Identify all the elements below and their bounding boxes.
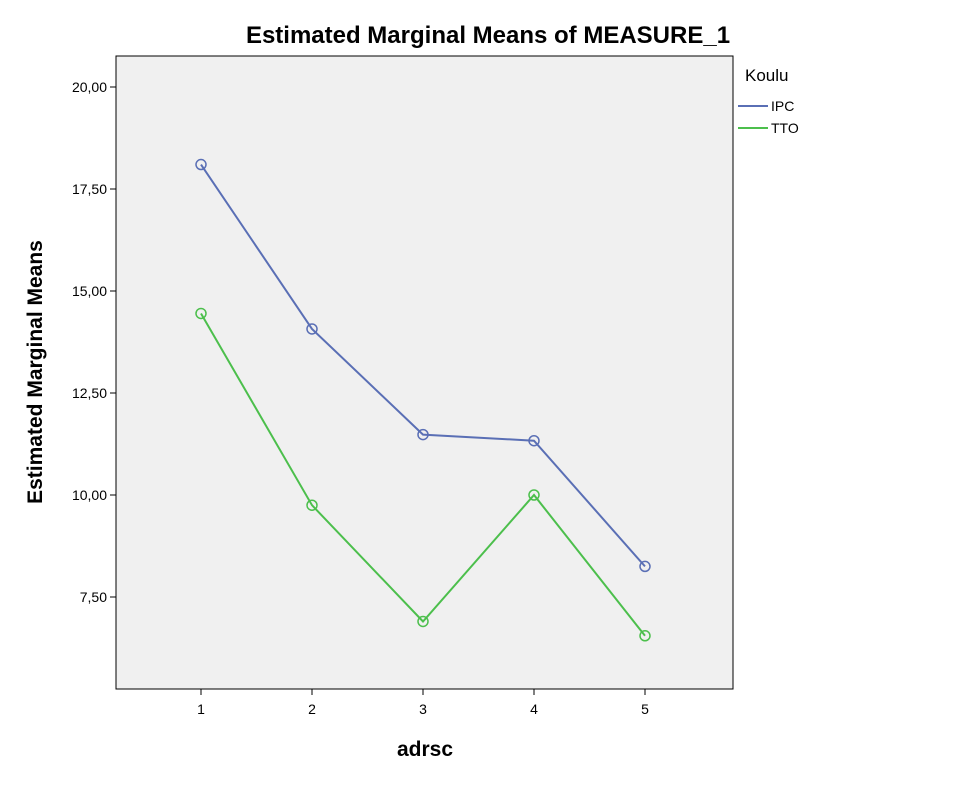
y-tick-label: 12,50 xyxy=(72,385,107,401)
legend-label-ipc: IPC xyxy=(771,98,794,114)
x-tick-label: 2 xyxy=(308,701,316,717)
y-tick-label: 20,00 xyxy=(72,79,107,95)
data-point-tto xyxy=(528,489,540,501)
data-point-ipc xyxy=(528,434,540,447)
series-line-ipc xyxy=(200,163,646,568)
x-tick-label: 3 xyxy=(419,701,427,717)
data-point-tto xyxy=(195,307,207,320)
series-tto xyxy=(195,307,651,642)
data-point-ipc xyxy=(639,560,651,573)
data-point-tto xyxy=(306,499,318,511)
y-tick-label: 10,00 xyxy=(72,487,107,503)
y-tick-label: 7,50 xyxy=(80,589,107,605)
plot-area xyxy=(115,55,734,690)
y-tick-label: 15,00 xyxy=(72,283,107,299)
y-tick-label: 17,50 xyxy=(72,181,107,197)
x-axis-label: adrsc xyxy=(397,738,453,761)
data-point-ipc xyxy=(306,323,318,335)
y-axis: 7,50 10,00 12,50 15,00 17,50 20,00 xyxy=(72,79,116,605)
data-point-ipc xyxy=(195,158,207,171)
series-layer xyxy=(195,158,651,642)
y-axis-label: Estimated Marginal Means xyxy=(24,240,47,504)
data-point-tto xyxy=(639,630,651,642)
legend-label-tto: TTO xyxy=(771,120,799,136)
x-tick-label: 5 xyxy=(641,701,649,717)
chart-title: Estimated Marginal Means of MEASURE_1 xyxy=(246,22,730,49)
x-tick-label: 4 xyxy=(530,701,538,717)
x-axis: 1 2 3 4 5 xyxy=(197,689,649,717)
x-tick-label: 1 xyxy=(197,701,205,717)
legend: Koulu IPC TTO xyxy=(738,66,799,136)
legend-title: Koulu xyxy=(745,66,788,85)
data-point-tto xyxy=(417,615,429,628)
series-line-tto xyxy=(200,312,646,637)
data-point-ipc xyxy=(417,428,429,441)
series-ipc xyxy=(195,158,651,573)
